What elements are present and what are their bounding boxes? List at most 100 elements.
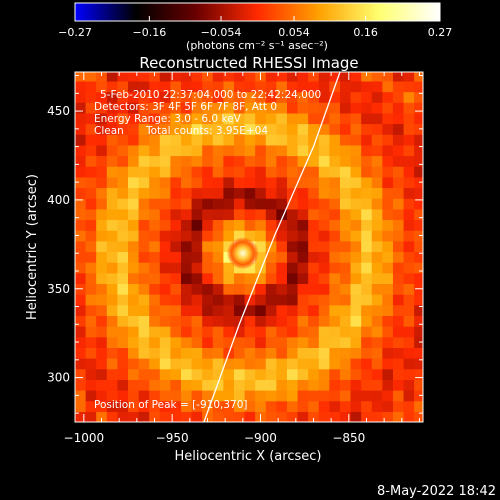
heatmap-cell	[223, 102, 235, 114]
heatmap-cell	[276, 294, 288, 306]
heatmap-cell	[403, 102, 415, 114]
heatmap-cell	[149, 208, 161, 221]
heatmap-cell	[414, 304, 423, 316]
heatmap-cell	[233, 283, 246, 295]
heatmap-cell	[180, 72, 193, 82]
heatmap-cell	[149, 240, 161, 253]
y-axis-label: Heliocentric Y (arcsec)	[25, 174, 40, 320]
heatmap-cell	[75, 315, 87, 327]
heatmap-cell	[212, 80, 224, 93]
heatmap-cell	[127, 326, 140, 338]
heatmap-cell	[329, 166, 341, 178]
heatmap-cell	[350, 240, 362, 253]
colorbar-tick-label: −0.27	[58, 26, 92, 39]
heatmap-cell	[212, 208, 224, 221]
heatmap-cell	[127, 144, 140, 157]
heatmap-cell	[255, 102, 267, 114]
heatmap-cell	[202, 390, 214, 402]
heatmap-cell	[392, 294, 405, 306]
heatmap-cell	[350, 283, 362, 295]
heatmap-cell	[339, 123, 352, 135]
heatmap-cell	[350, 219, 362, 231]
heatmap-cell	[339, 283, 352, 295]
heatmap-cell	[96, 262, 108, 274]
peak-position-label: Position of Peak = [-910,370]	[94, 399, 248, 411]
heatmap-cell	[361, 112, 373, 125]
heatmap-cell	[127, 134, 140, 146]
heatmap-cell	[212, 379, 224, 391]
heatmap-cell	[318, 166, 330, 178]
heatmap-cell	[329, 198, 341, 210]
heatmap-cell	[106, 155, 118, 167]
heatmap-cell	[382, 358, 394, 370]
heatmap-cell	[85, 198, 97, 210]
heatmap-cell	[223, 400, 235, 412]
heatmap-cell	[350, 411, 362, 422]
heatmap-cell	[191, 283, 203, 295]
heatmap-cell	[244, 219, 256, 231]
heatmap-cell	[159, 72, 171, 82]
heatmap-cell	[138, 123, 150, 135]
heatmap-cell	[138, 102, 150, 114]
annotation-block: 5-Feb-2010 22:37:04.000 to 22:42:24.000 …	[94, 89, 321, 137]
heatmap-cell	[392, 144, 405, 157]
heatmap-cell	[138, 80, 150, 93]
x-tick-label: −1000	[64, 431, 105, 445]
heatmap-cell	[265, 304, 277, 316]
heatmap-cell	[170, 336, 182, 348]
heatmap-cell	[350, 262, 362, 274]
heatmap-cell	[170, 219, 182, 231]
heatmap-cell	[329, 390, 341, 402]
heatmap-cell	[329, 187, 341, 199]
heatmap-cell	[392, 155, 405, 167]
heatmap-cell	[276, 262, 288, 274]
heatmap-cell	[85, 411, 97, 422]
heatmap-cell	[255, 176, 267, 189]
heatmap-cell	[255, 112, 267, 125]
heatmap-cell	[212, 262, 224, 274]
heatmap-cell	[265, 176, 277, 189]
heatmap-cell	[170, 176, 182, 189]
heatmap-cell	[361, 315, 373, 327]
heatmap-cell	[255, 358, 267, 370]
heatmap-cell	[212, 166, 224, 178]
heatmap-cell	[117, 187, 129, 199]
heatmap-cell	[244, 187, 256, 199]
heatmap-cell	[127, 336, 140, 348]
heatmap-cell	[286, 198, 299, 210]
heatmap-cell	[191, 251, 203, 263]
heatmap-cell	[159, 198, 171, 210]
heatmap-cell	[96, 219, 108, 231]
heatmap-cell	[180, 368, 193, 380]
heatmap-cell	[170, 72, 182, 82]
heatmap-cell	[361, 176, 373, 189]
heatmap-cell	[212, 390, 224, 402]
heatmap-cell	[297, 379, 309, 391]
heatmap-cell	[318, 400, 330, 412]
heatmap-cell	[85, 176, 97, 189]
heatmap-cell	[212, 315, 224, 327]
heatmap-cell	[392, 72, 405, 82]
heatmap-cell	[371, 368, 383, 380]
heatmap-cell	[106, 368, 118, 380]
heatmap-cell	[361, 80, 373, 93]
heatmap-cell	[255, 304, 267, 316]
heatmap-cell	[149, 358, 161, 370]
heatmap-cell	[276, 166, 288, 178]
heatmap-cell	[202, 315, 214, 327]
heatmap-cell	[85, 379, 97, 391]
heatmap-cell	[361, 102, 373, 114]
heatmap-cell	[75, 198, 87, 210]
heatmap-cell	[180, 283, 193, 295]
heatmap-cell	[180, 187, 193, 199]
heatmap-cell	[276, 102, 288, 114]
heatmap-cell	[117, 155, 129, 167]
heatmap-cell	[276, 251, 288, 263]
heatmap-cell	[308, 80, 320, 93]
heatmap-cell	[297, 219, 309, 231]
heatmap-cell	[191, 166, 203, 178]
heatmap-cell	[180, 134, 193, 146]
heatmap-cell	[170, 400, 182, 412]
heatmap-cell	[117, 294, 129, 306]
heatmap-cell	[371, 219, 383, 231]
